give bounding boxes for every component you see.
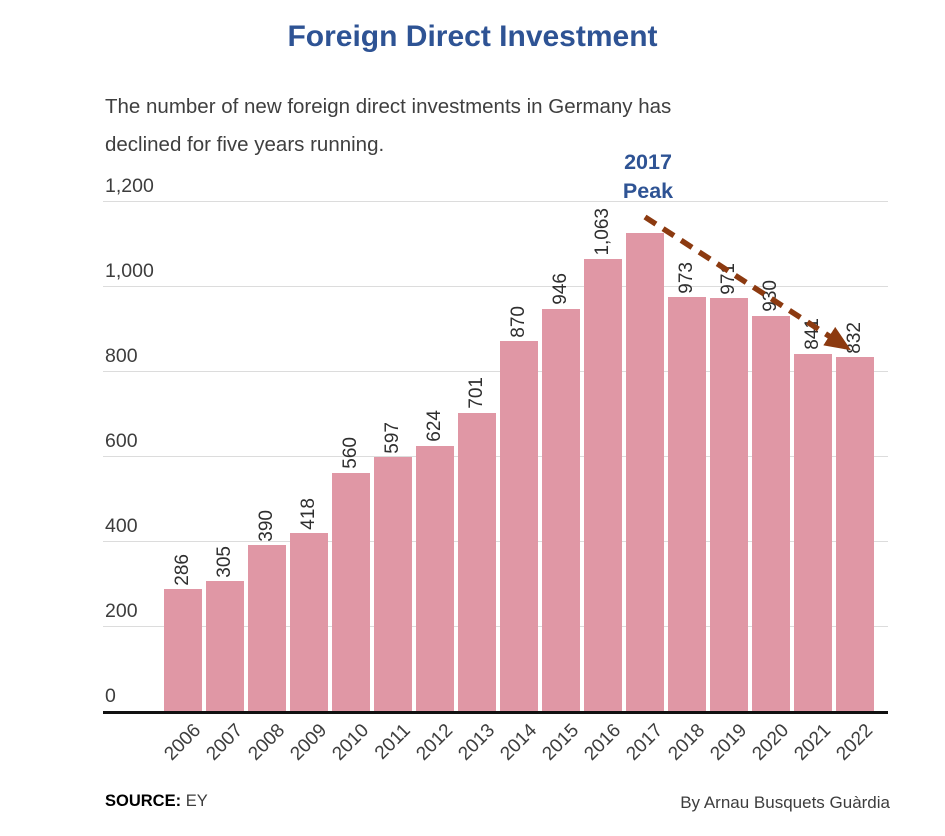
source-value: EY — [185, 792, 208, 810]
x-axis-baseline — [103, 710, 888, 714]
x-axis-label-2014: 2014 — [496, 720, 541, 765]
bar-value-label-wrap-2012: 624 — [416, 327, 454, 442]
byline: By Arnau Busquets Guàrdia — [680, 793, 890, 812]
chart-subtitle: The number of new foreign direct investm… — [105, 88, 845, 164]
bar-2015 — [542, 308, 580, 711]
x-axis-label-2013: 2013 — [454, 720, 499, 765]
bar-value-label-wrap-2011: 597 — [374, 338, 412, 454]
bar-value-label-wrap-2006: 286 — [164, 470, 202, 586]
bar-value-label-2012: 624 — [424, 410, 445, 442]
bar-value-label-wrap-2007: 305 — [206, 462, 244, 578]
bar-value-label-wrap-2022: 832 — [836, 238, 874, 354]
x-axis-label-2017: 2017 — [622, 720, 667, 765]
gridline-800 — [103, 371, 888, 372]
chart-subtitle-line2: declined for five years running. — [105, 133, 385, 156]
bar-value-label-2016: 1,063 — [592, 207, 613, 256]
bar-2007 — [206, 581, 244, 711]
y-axis-tick-800: 800 — [105, 345, 138, 367]
bar-2018 — [668, 297, 706, 711]
source-credit: SOURCE: EY — [105, 792, 208, 811]
peak-annotation-year: 2017 — [624, 150, 672, 174]
bar-2010 — [332, 473, 370, 711]
bar-2009 — [290, 533, 328, 711]
x-axis-label-2018: 2018 — [664, 720, 709, 765]
x-axis-label-2020: 2020 — [748, 720, 793, 765]
bar-2011 — [374, 457, 412, 711]
bar-value-label-2019: 971 — [718, 262, 739, 295]
x-axis-label-2011: 2011 — [371, 720, 415, 764]
bar-2019 — [710, 298, 748, 711]
source-label: SOURCE: — [105, 792, 182, 810]
y-axis-tick-0: 0 — [105, 685, 116, 707]
chart-title: Foreign Direct Investment — [287, 20, 658, 53]
bar-value-label-2015: 946 — [550, 273, 571, 305]
bar-value-label-2008: 390 — [256, 509, 277, 542]
bar-2013 — [458, 413, 496, 711]
y-axis-tick-200: 200 — [105, 600, 138, 622]
bar-value-label-2018: 973 — [676, 261, 697, 294]
bar-value-label-2022: 832 — [844, 321, 865, 354]
bar-2014 — [500, 341, 538, 711]
peak-annotation-label: Peak — [622, 179, 674, 203]
y-axis-tick-1200: 1,200 — [105, 175, 154, 197]
bar-value-label-2010: 560 — [340, 437, 361, 469]
bar-value-label-2007: 305 — [214, 545, 235, 578]
bar-value-label-wrap-2014: 870 — [500, 222, 538, 338]
x-axis-label-2016: 2016 — [580, 720, 625, 765]
bar-2012 — [416, 445, 454, 711]
bar-2017 — [626, 233, 664, 711]
y-axis-tick-1000: 1,000 — [105, 260, 154, 282]
bar-value-label-wrap-2009: 418 — [290, 414, 328, 530]
plot-area: 0 200 400 600 800 1,000 1,200 286 2006 305 2007 390… — [103, 175, 888, 765]
x-axis-label-2006: 2006 — [160, 720, 205, 765]
bar-2021 — [794, 353, 832, 711]
bar-2022 — [836, 357, 874, 711]
bar-value-label-2021: 841 — [802, 317, 823, 350]
y-axis-tick-400: 400 — [105, 515, 138, 537]
gridline-1200 — [103, 201, 888, 202]
x-axis-label-2019: 2019 — [706, 720, 751, 765]
bar-value-label-2009: 418 — [298, 497, 319, 530]
bar-value-label-wrap-2019: 971 — [710, 179, 748, 295]
bar-2020 — [752, 315, 790, 711]
x-axis-label-2007: 2007 — [202, 720, 247, 765]
bar-2008 — [248, 545, 286, 711]
x-axis-label-2010: 2010 — [328, 720, 373, 765]
y-axis-tick-600: 600 — [105, 430, 138, 452]
bar-value-label-wrap-2015: 946 — [542, 190, 580, 305]
bar-value-label-wrap-2021: 841 — [794, 235, 832, 350]
bar-2016 — [584, 259, 622, 711]
bar-value-label-2011: 597 — [382, 421, 403, 454]
bar-value-label-wrap-2020: 930 — [752, 197, 790, 312]
bar-value-label-2014: 870 — [508, 305, 529, 338]
x-axis-label-2008: 2008 — [244, 720, 289, 765]
gridline-1000 — [103, 286, 888, 287]
x-axis-label-2021: 2021 — [790, 720, 835, 765]
bar-value-label-wrap-2013: 701 — [458, 294, 496, 409]
x-axis-label-2009: 2009 — [286, 720, 331, 765]
bar-2006 — [164, 589, 202, 711]
bar-value-label-2020: 930 — [760, 280, 781, 312]
chart-subtitle-line1: The number of new foreign direct investm… — [105, 95, 672, 118]
x-axis-label-2015: 2015 — [538, 720, 583, 765]
bar-value-label-2013: 701 — [466, 377, 487, 410]
x-axis-label-2022: 2022 — [832, 720, 877, 765]
x-axis-label-2012: 2012 — [412, 720, 457, 765]
peak-annotation: 2017 Peak — [598, 148, 698, 206]
bar-value-label-wrap-2008: 390 — [248, 426, 286, 542]
bar-value-label-2006: 286 — [172, 553, 193, 586]
